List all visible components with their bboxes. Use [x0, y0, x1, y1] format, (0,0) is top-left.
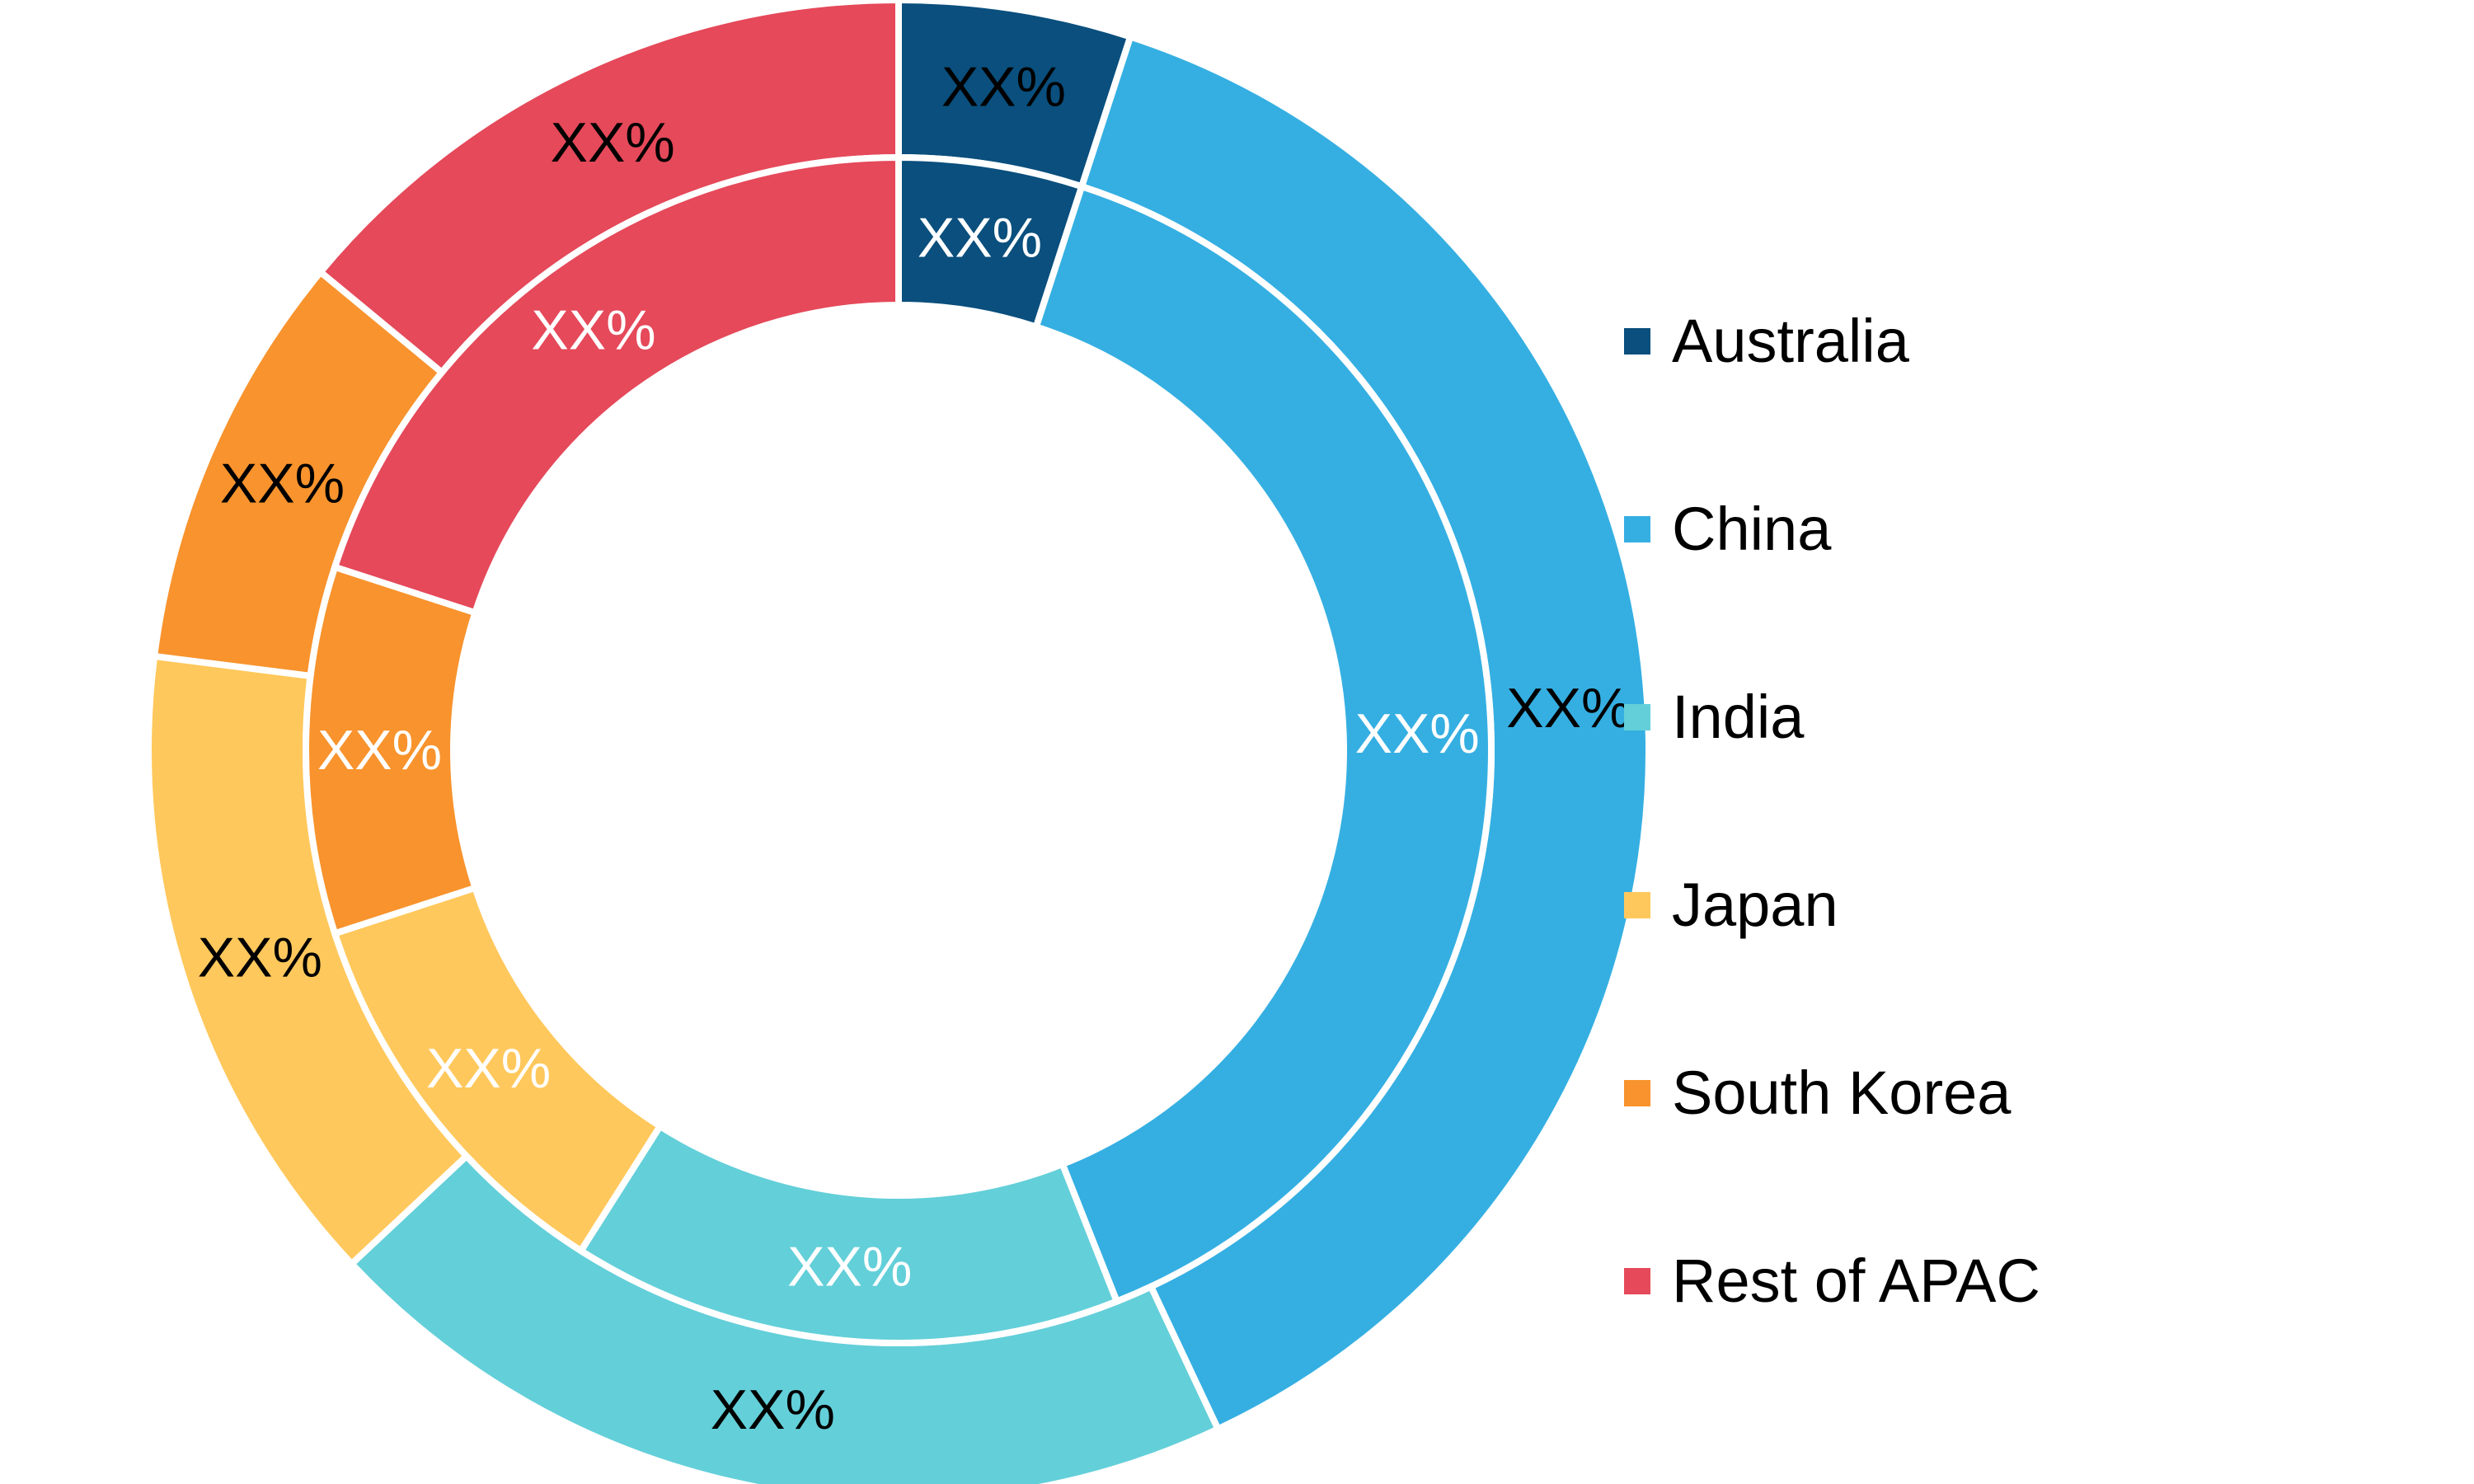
legend-label: Australia: [1672, 307, 1909, 375]
outer-label-australia: XX%: [941, 56, 1066, 119]
outer-label-rest-of-apac: XX%: [551, 111, 675, 174]
legend-item-japan: Japan: [1624, 811, 2040, 999]
inner-label-australia: XX%: [918, 206, 1042, 269]
legend-swatch: [1624, 892, 1650, 918]
inner-label-japan: XX%: [426, 1037, 551, 1100]
inner-ring: [303, 153, 1495, 1346]
inner-label-south-korea: XX%: [317, 719, 442, 782]
slice-labels: XX% XX% XX% XX% XX% XX% XX% XX% XX% XX% XX% XX%: [198, 56, 1631, 1442]
legend-label: India: [1672, 683, 1805, 751]
outer-label-south-korea: XX%: [220, 453, 345, 515]
legend: Australia China India Japan South Korea Rest …: [1624, 247, 2040, 1375]
legend-label: South Korea: [1672, 1059, 2012, 1127]
inner-slice-rest-of-apac: [331, 153, 902, 618]
legend-item-south-korea: South Korea: [1624, 999, 2040, 1187]
inner-slice-china: [1031, 182, 1495, 1306]
legend-item-china: China: [1624, 435, 2040, 623]
legend-item-rest-of-apac: Rest of APAC: [1624, 1187, 2040, 1375]
outer-label-japan: XX%: [198, 927, 322, 989]
legend-swatch: [1624, 328, 1650, 355]
legend-item-india: India: [1624, 623, 2040, 811]
inner-label-china: XX%: [1355, 702, 1480, 765]
legend-swatch: [1624, 1080, 1650, 1106]
legend-label: Rest of APAC: [1672, 1247, 2040, 1315]
legend-label: China: [1672, 495, 1832, 563]
legend-swatch: [1624, 516, 1650, 542]
legend-item-australia: Australia: [1624, 247, 2040, 435]
legend-label: Japan: [1672, 871, 1838, 939]
inner-label-india: XX%: [787, 1236, 912, 1298]
legend-swatch: [1624, 704, 1650, 730]
outer-ring: [145, 0, 1652, 1484]
legend-swatch: [1624, 1268, 1650, 1294]
outer-label-china: XX%: [1506, 677, 1631, 740]
outer-label-india: XX%: [711, 1378, 835, 1441]
inner-label-rest-of-apac: XX%: [531, 299, 655, 362]
